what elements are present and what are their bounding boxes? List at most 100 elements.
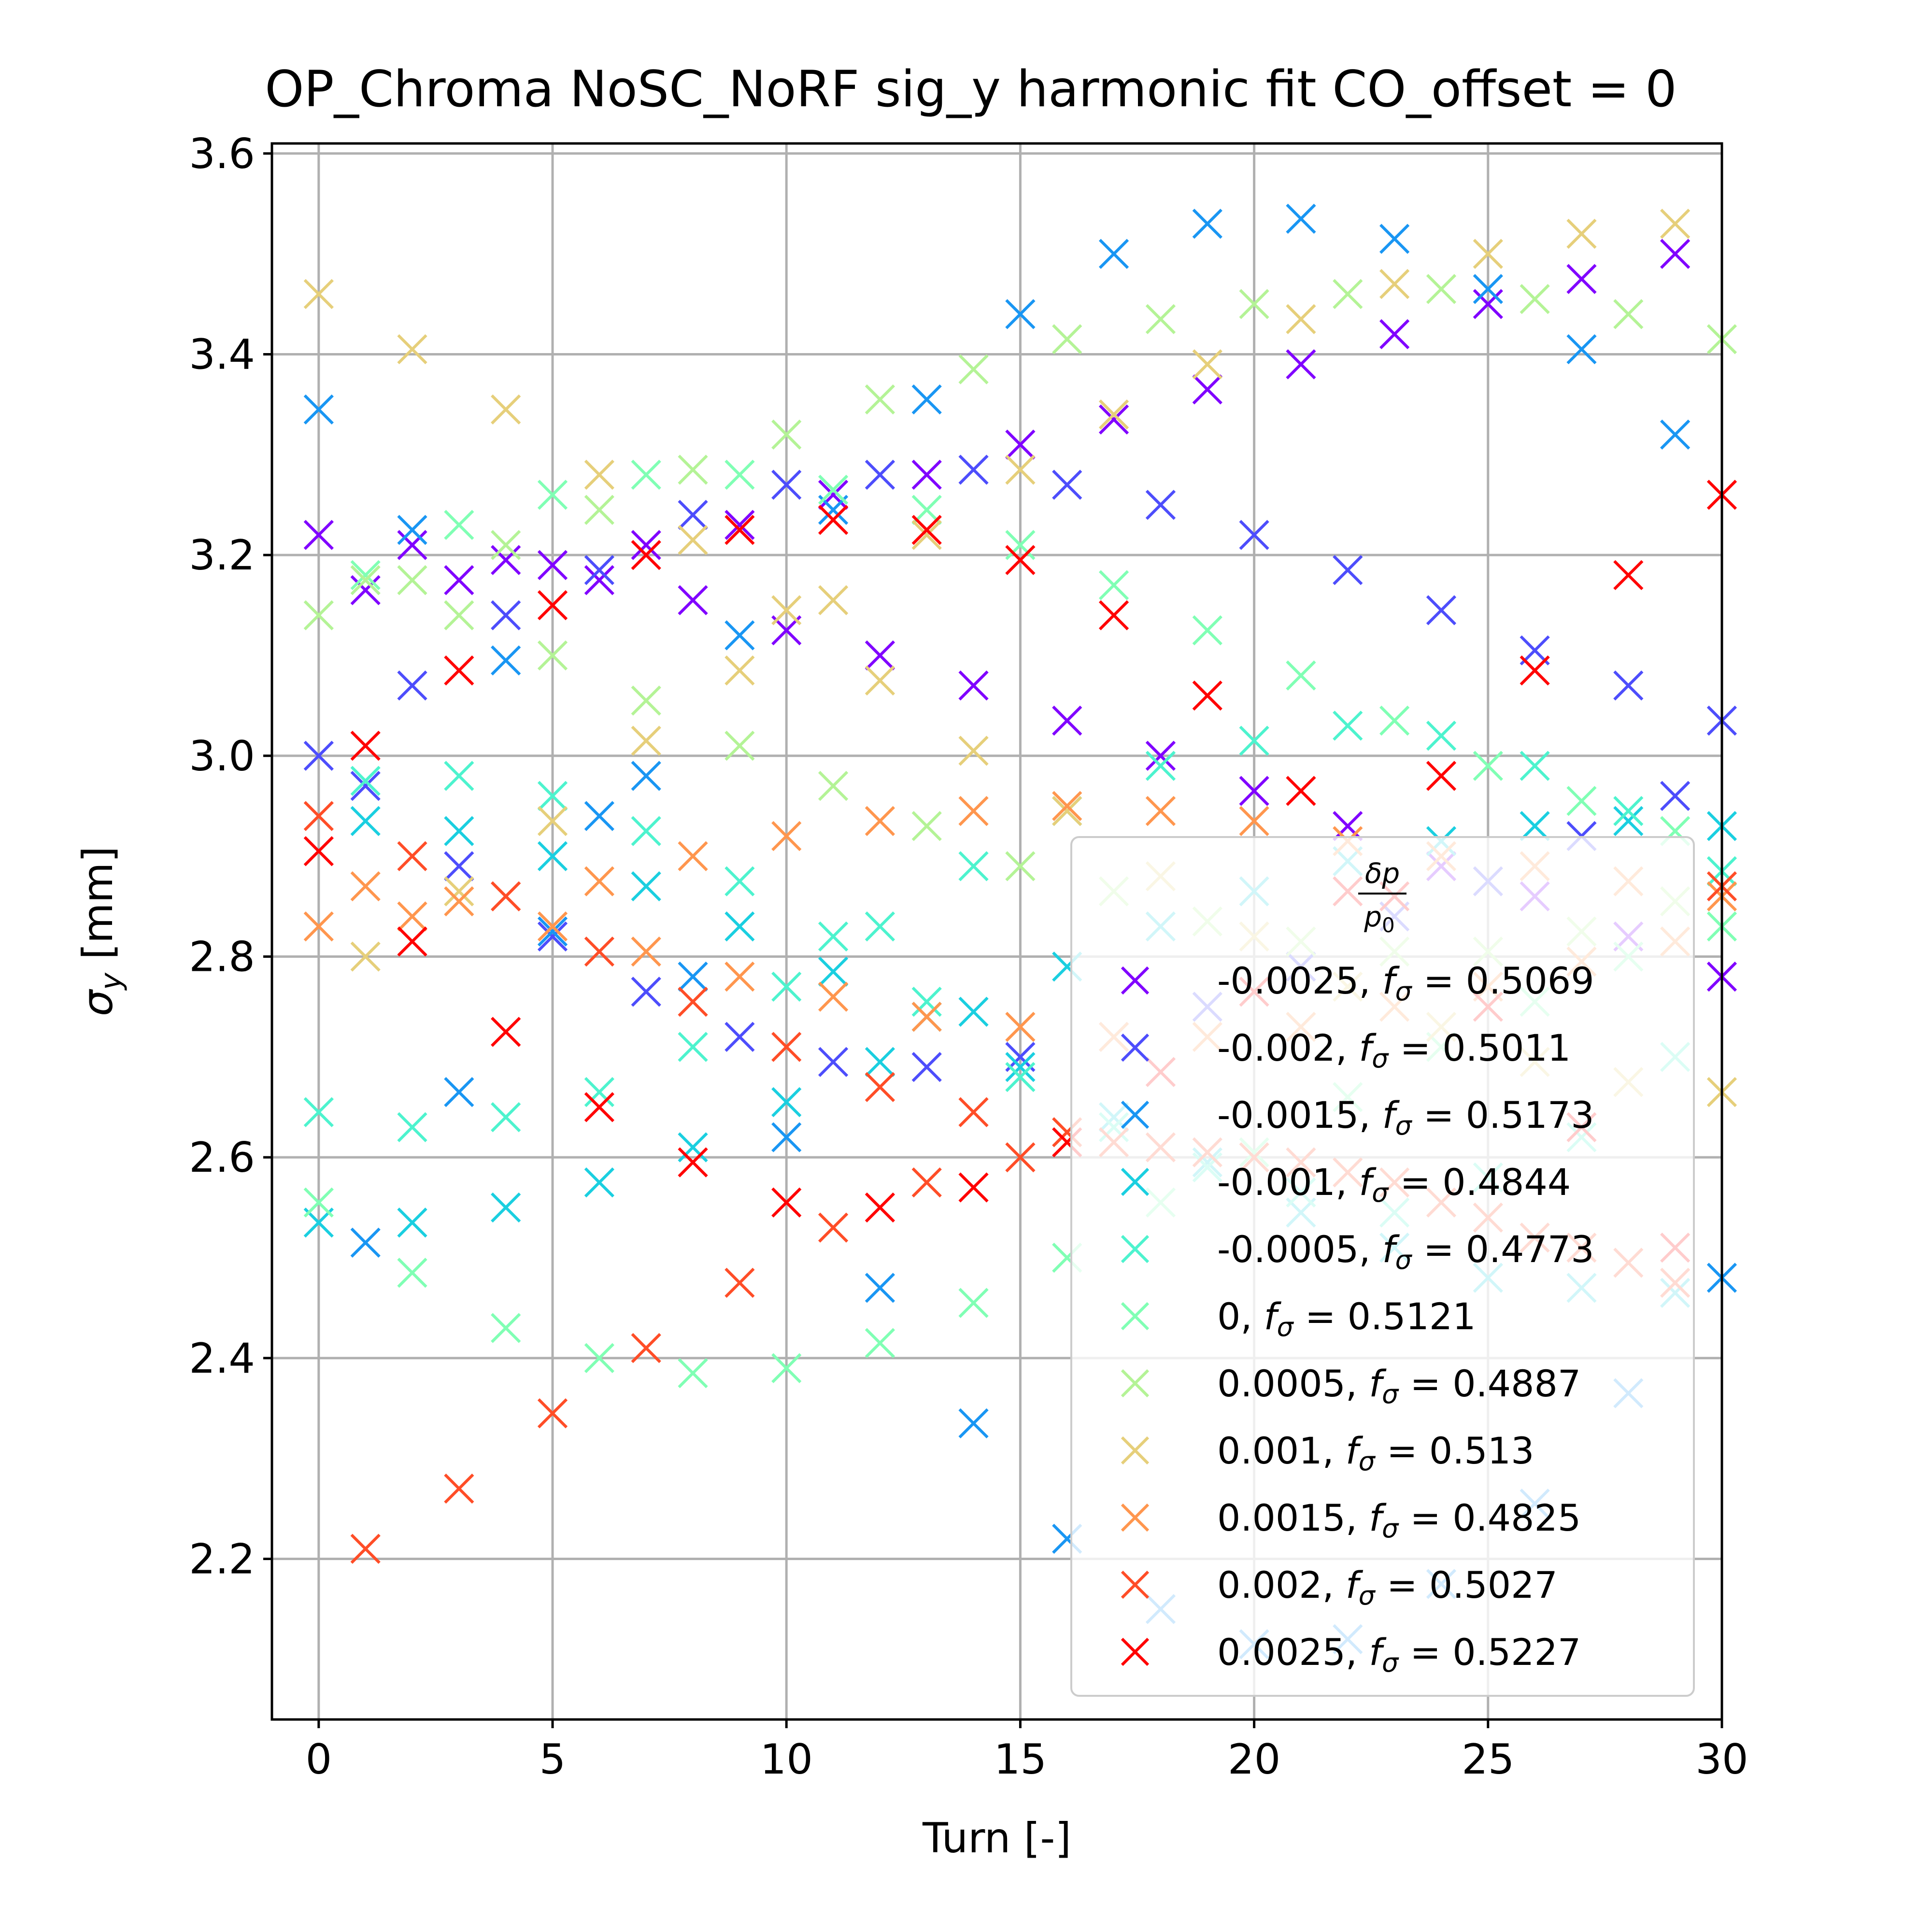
legend-series-name: -0.0025,	[1217, 959, 1382, 1002]
data-point	[444, 876, 474, 907]
data-point	[350, 766, 381, 796]
legend-f-value: = 0.5227	[1398, 1631, 1581, 1674]
x-tick-label: 5	[540, 1735, 566, 1784]
data-point	[865, 665, 895, 696]
axis-ticks: 0 5 10 15 20 25 30 2.2 2.4 2.6 2.8 3.0 3.2 3.4 3.6	[189, 130, 1748, 1784]
data-point	[1473, 274, 1503, 304]
legend-f-subscript: σ	[1382, 1379, 1399, 1409]
data-point	[911, 1167, 942, 1198]
data-point	[1239, 806, 1269, 837]
data-point	[491, 1102, 521, 1133]
data-point	[1613, 560, 1644, 590]
legend-f-subscript: σ	[1359, 1580, 1376, 1611]
data-point	[1473, 289, 1503, 319]
data-point	[444, 1473, 474, 1504]
data-point	[818, 1047, 849, 1077]
legend-series-name: -0.001,	[1217, 1161, 1359, 1204]
y-tick-label: 3.6	[189, 130, 255, 178]
data-point	[1426, 595, 1457, 625]
data-point	[584, 1167, 614, 1198]
data-point	[350, 806, 381, 837]
data-point	[865, 1072, 895, 1102]
data-point	[584, 1092, 614, 1122]
data-point	[1005, 545, 1036, 575]
data-point	[818, 474, 849, 505]
legend-label: 0.001, fσ = 0.513	[1217, 1429, 1534, 1477]
legend-f-subscript: σ	[1382, 1648, 1399, 1678]
data-point	[1473, 239, 1503, 269]
data-point	[1520, 655, 1550, 686]
data-point	[350, 871, 381, 902]
data-point	[1052, 469, 1082, 500]
legend-label: -0.001, fσ = 0.4844	[1217, 1161, 1571, 1208]
data-point	[724, 866, 755, 896]
data-point	[724, 459, 755, 490]
data-point	[724, 961, 755, 992]
data-point	[397, 1258, 427, 1288]
data-point	[678, 525, 708, 555]
legend-marker	[1121, 1235, 1150, 1264]
data-point	[724, 1267, 755, 1298]
legend-entry: 0.0025, fσ = 0.5227	[1121, 1631, 1581, 1678]
data-point	[444, 886, 474, 917]
data-point	[958, 354, 989, 384]
data-point	[1239, 776, 1269, 806]
data-point	[958, 996, 989, 1027]
data-point	[491, 545, 521, 575]
y-axis-label-unit: [mm]	[74, 846, 122, 973]
legend-marker	[1121, 1503, 1150, 1532]
legend-label: -0.002, fσ = 0.5011	[1217, 1026, 1571, 1074]
data-point	[631, 977, 661, 1007]
data-point	[584, 459, 614, 490]
data-point	[1520, 751, 1550, 781]
legend-entry: -0.0005, fσ = 0.4773	[1121, 1228, 1594, 1275]
data-point	[865, 384, 895, 415]
data-point	[1005, 299, 1036, 329]
data-point	[678, 499, 708, 530]
data-point	[724, 1022, 755, 1052]
data-point	[631, 459, 661, 490]
data-point	[724, 515, 755, 545]
data-point	[350, 771, 381, 801]
data-point	[303, 394, 334, 425]
data-point	[1379, 705, 1410, 736]
data-point	[1660, 239, 1690, 269]
x-tick-label: 10	[760, 1735, 813, 1784]
legend-f-value: = 0.5173	[1412, 1094, 1594, 1136]
legend-f-subscript: σ	[1395, 976, 1412, 1007]
y-tick-label: 2.2	[189, 1535, 255, 1583]
y-tick-label: 2.4	[189, 1335, 255, 1383]
data-point	[1379, 224, 1410, 254]
legend-marker	[1121, 966, 1150, 995]
data-point	[818, 771, 849, 801]
legend-marker	[1121, 1167, 1150, 1196]
legend-entry: -0.002, fσ = 0.5011	[1121, 1026, 1571, 1074]
data-point	[678, 1358, 708, 1389]
data-point	[631, 725, 661, 756]
data-point	[678, 1132, 708, 1163]
legend-entry: -0.0015, fσ = 0.5173	[1121, 1094, 1594, 1141]
data-point	[350, 730, 381, 761]
data-point	[958, 851, 989, 881]
data-point	[631, 1333, 661, 1364]
data-point	[958, 1097, 989, 1127]
data-point	[1192, 615, 1222, 646]
legend-label: 0.0015, fσ = 0.4825	[1217, 1496, 1581, 1544]
data-point	[350, 575, 381, 605]
data-point	[397, 1208, 427, 1238]
data-point	[1660, 781, 1690, 811]
data-point	[491, 1313, 521, 1343]
data-point	[444, 565, 474, 596]
data-point	[1379, 269, 1410, 299]
data-point	[444, 761, 474, 791]
data-point	[537, 550, 568, 581]
legend-entry: 0.0015, fσ = 0.4825	[1121, 1496, 1581, 1544]
data-point	[1098, 404, 1129, 435]
legend-series-name: 0.002,	[1217, 1563, 1346, 1606]
data-point	[350, 941, 381, 972]
data-point	[491, 1192, 521, 1223]
data-point	[444, 655, 474, 686]
x-axis-label: Turn [-]	[922, 1814, 1071, 1862]
legend-series-name: 0.0005,	[1217, 1362, 1369, 1405]
data-point	[911, 811, 942, 841]
